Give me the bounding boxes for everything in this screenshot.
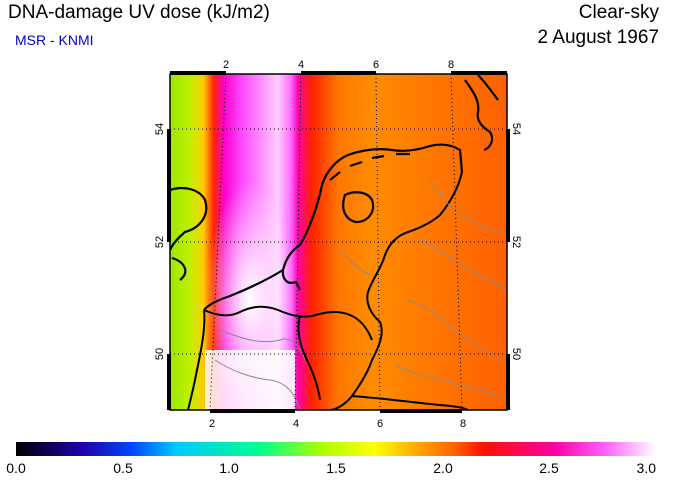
lat-tick-right-52: 52 xyxy=(510,236,522,248)
colorbar-label-1: 0.5 xyxy=(113,460,133,476)
lat-tick-right-54: 54 xyxy=(510,123,522,135)
colorbar-label-6: 3.0 xyxy=(636,460,656,476)
colorbar-label-0: 0.0 xyxy=(6,460,26,476)
lat-tick-left-50: 50 xyxy=(154,348,166,360)
colorbar-label-4: 2.0 xyxy=(433,460,453,476)
lat-tick-left-54: 54 xyxy=(154,123,166,135)
uv-dose-map: 2 4 6 8 2 4 6 8 54 52 50 54 52 50 xyxy=(154,59,522,430)
frame-ticks xyxy=(167,71,510,413)
colorbar-label-5: 2.5 xyxy=(539,460,559,476)
high-dose-area-south xyxy=(205,350,295,410)
regional-boundaries xyxy=(214,179,507,410)
lon-tick-bottom-4: 4 xyxy=(293,418,299,430)
lon-tick-top-6: 6 xyxy=(373,59,379,71)
graticule xyxy=(170,73,507,411)
date-label: 2 August 1967 xyxy=(537,27,660,48)
lon-tick-top-8: 8 xyxy=(448,59,454,71)
lon-tick-bottom-2: 2 xyxy=(209,418,215,430)
lon-tick-bottom-6: 6 xyxy=(377,418,383,430)
coastlines xyxy=(170,74,499,311)
colorbar-label-3: 1.5 xyxy=(326,460,346,476)
chart-title: DNA-damage UV dose (kJ/m2) xyxy=(8,2,270,23)
lon-tick-top-4: 4 xyxy=(298,59,304,71)
organization-label: MSR - KNMI xyxy=(15,32,94,48)
colorbar-label-2: 1.0 xyxy=(219,460,239,476)
color-scale-bar xyxy=(16,442,656,456)
lon-tick-top-2: 2 xyxy=(223,59,229,71)
lat-tick-left-52: 52 xyxy=(154,236,166,248)
national-borders xyxy=(187,171,469,410)
sky-condition-label: Clear-sky xyxy=(578,2,659,23)
lon-tick-bottom-8: 8 xyxy=(460,418,466,430)
lat-tick-right-50: 50 xyxy=(510,348,522,360)
